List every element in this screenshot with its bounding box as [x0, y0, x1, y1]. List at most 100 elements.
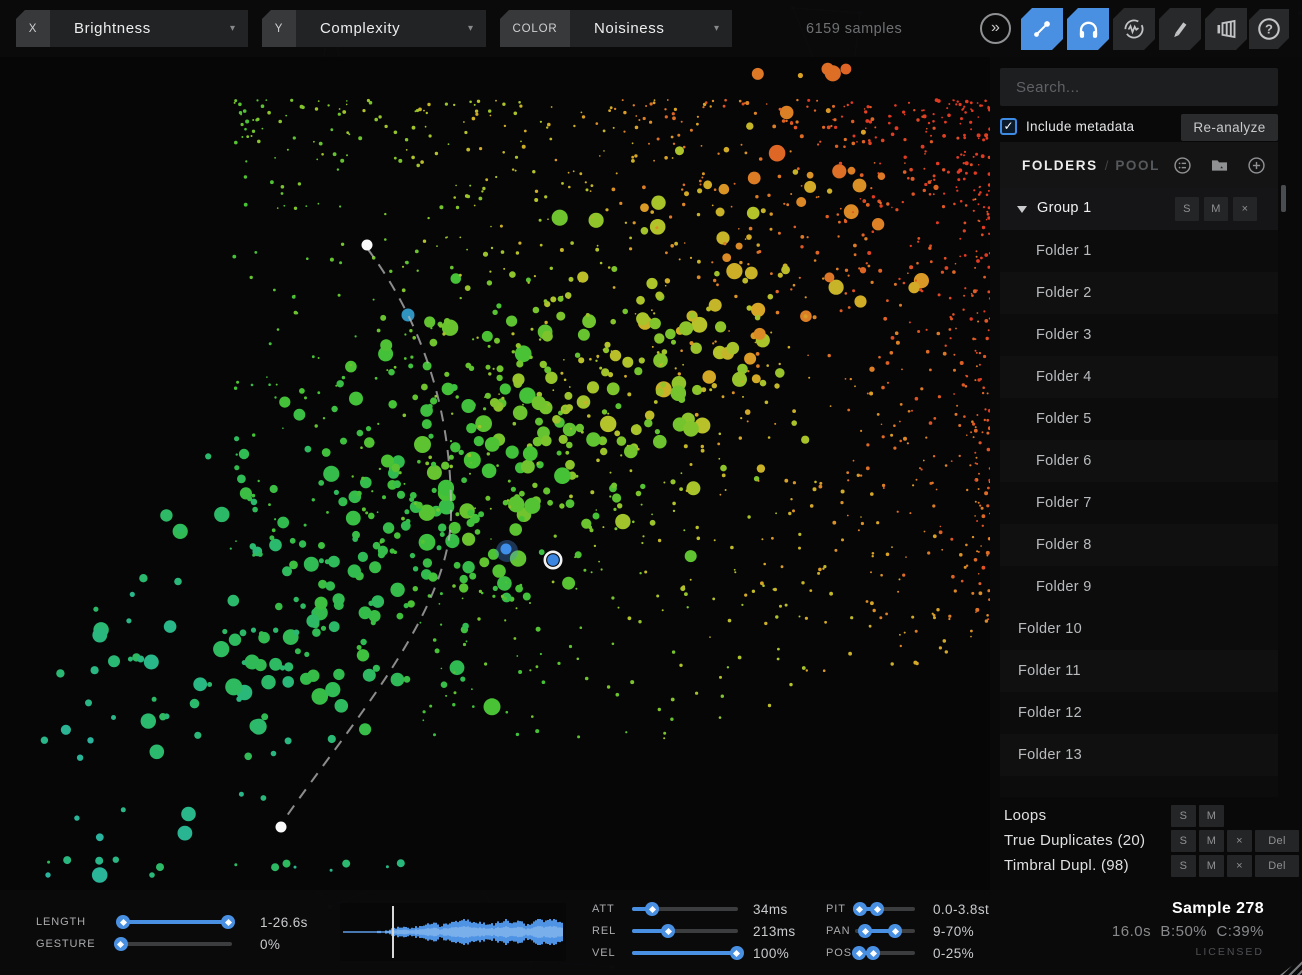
vel-slider[interactable]	[632, 946, 744, 960]
pan-slider-handle[interactable]	[858, 924, 873, 938]
length-slider-handle[interactable]	[221, 915, 235, 929]
att-label: ATT	[592, 903, 615, 915]
pan-value: 9-70%	[933, 923, 975, 939]
selected-sample-point[interactable]	[543, 550, 563, 570]
folder-scrollbar[interactable]	[1281, 185, 1286, 212]
pos-slider-handle[interactable]	[866, 946, 880, 960]
pan-slider[interactable]	[855, 924, 915, 938]
group-row[interactable]: Group 1 S M ×	[1000, 188, 1278, 230]
gesture-endpoint	[361, 239, 373, 251]
wave-circle-icon	[1122, 17, 1146, 41]
pos-value: 0-25%	[933, 945, 975, 961]
list-icon[interactable]	[1173, 156, 1192, 175]
add-folder-icon[interactable]	[1247, 156, 1266, 175]
resize-handle[interactable]	[1280, 958, 1302, 975]
sample-title: Sample 278	[1171, 900, 1264, 917]
sample-meta: 16.0s B:50% C:39%	[1111, 923, 1264, 940]
pan-slider-handle[interactable]	[888, 924, 903, 938]
group-s-button[interactable]: S	[1175, 197, 1199, 221]
gesture-slider[interactable]	[113, 937, 232, 951]
gesture-slider-handle[interactable]	[113, 937, 128, 951]
collection-del-button[interactable]: Del	[1255, 855, 1299, 877]
browser-tabs: FOLDERS / POOL	[1000, 142, 1278, 188]
color-tag: COLOR	[500, 10, 570, 47]
playhead[interactable]	[391, 906, 394, 958]
help-button[interactable]: ?	[1249, 9, 1289, 49]
att-slider-handle[interactable]	[645, 902, 660, 916]
folder-item[interactable]: Folder 5	[1036, 411, 1092, 427]
length-slider-handle[interactable]	[116, 915, 131, 929]
collection-m-button[interactable]: M	[1199, 855, 1224, 877]
collection-m-button[interactable]: M	[1199, 805, 1224, 827]
collection-s-button[interactable]: S	[1171, 855, 1196, 877]
tab-pool[interactable]: POOL	[1115, 157, 1160, 173]
tab-folders[interactable]: FOLDERS	[1022, 157, 1098, 173]
gesture-tool-button[interactable]	[1021, 8, 1063, 50]
folder-item[interactable]: Folder 11	[1018, 663, 1081, 679]
gesture-path[interactable]	[275, 239, 453, 833]
group-remove-button[interactable]: ×	[1233, 197, 1257, 221]
include-metadata-label: Include metadata	[1026, 119, 1135, 134]
collection-m-button[interactable]: M	[1199, 830, 1224, 852]
folder-item[interactable]: Folder 2	[1036, 285, 1092, 301]
pit-slider-handle[interactable]	[870, 902, 885, 916]
folder-item[interactable]: Folder 7	[1036, 495, 1092, 511]
folder-item[interactable]: Folder 10	[1018, 621, 1082, 637]
pos-slider-handle[interactable]	[852, 946, 867, 960]
length-slider[interactable]	[116, 915, 235, 929]
reanalyze-button[interactable]: Re-analyze	[1181, 114, 1278, 141]
folder-item[interactable]: Folder 3	[1036, 327, 1092, 343]
folder-item[interactable]: Folder 4	[1036, 369, 1092, 385]
att-slider-row: ATT 34ms	[592, 901, 788, 917]
waveform-display[interactable]	[340, 903, 566, 961]
transport-bar: LENGTH 1-26.6s GESTURE 0% ATT 34ms REL 213ms VE…	[0, 890, 1302, 975]
folder-item[interactable]: Folder 13	[1018, 747, 1082, 763]
analysis-tool-button[interactable]	[1113, 8, 1155, 50]
pan-label: PAN	[826, 925, 851, 937]
folder-item[interactable]: Folder 8	[1036, 537, 1092, 553]
chevron-down-icon: ▾	[467, 23, 473, 34]
search-input[interactable]	[1000, 68, 1278, 106]
vel-value: 100%	[753, 945, 790, 961]
x-axis-dropdown[interactable]: X Brightness ▾	[16, 10, 248, 47]
rel-slider-row: REL 213ms	[592, 923, 796, 939]
sample-points[interactable]	[40, 62, 992, 883]
rel-slider[interactable]	[632, 924, 738, 938]
collection-del-button[interactable]: Del	[1255, 830, 1299, 852]
vel-slider-handle[interactable]	[729, 946, 744, 960]
collection-row: True Duplicates (20) S M × Del	[1004, 830, 1299, 853]
folder-item[interactable]: Folder 9	[1036, 579, 1092, 595]
att-slider[interactable]	[632, 902, 738, 916]
keys-icon	[1214, 17, 1238, 41]
headphones-icon	[1077, 18, 1100, 41]
rel-slider-handle[interactable]	[661, 924, 676, 938]
y-axis-dropdown[interactable]: Y Complexity ▾	[262, 10, 486, 47]
triangle-down-icon[interactable]	[1017, 206, 1027, 213]
folder-item[interactable]: Folder 12	[1018, 705, 1082, 721]
color-dropdown[interactable]: COLOR Noisiness ▾	[500, 10, 732, 47]
collection-label: Loops	[1004, 807, 1047, 824]
collection-remove-button[interactable]: ×	[1227, 830, 1252, 852]
chevron-down-icon: ▾	[713, 23, 719, 34]
include-metadata-checkbox[interactable]: ✓	[1000, 118, 1017, 135]
keys-tool-button[interactable]	[1205, 8, 1247, 50]
folder-item[interactable]: Folder 1	[1036, 243, 1092, 259]
draw-tool-button[interactable]	[1159, 8, 1201, 50]
hovered-sample-point[interactable]	[496, 540, 518, 562]
question-icon: ?	[1256, 16, 1282, 42]
group-m-button[interactable]: M	[1204, 197, 1228, 221]
pit-slider[interactable]	[852, 902, 915, 916]
folder-item[interactable]: Folder 6	[1036, 453, 1092, 469]
preview-tool-button[interactable]	[1067, 8, 1109, 50]
collection-remove-button[interactable]: ×	[1227, 855, 1252, 877]
color-value: Noisiness	[594, 20, 665, 37]
collection-s-button[interactable]: S	[1171, 805, 1196, 827]
collection-s-button[interactable]: S	[1171, 830, 1196, 852]
pos-slider[interactable]	[852, 946, 915, 960]
pit-slider-handle[interactable]	[852, 902, 867, 916]
sample-map[interactable]	[0, 57, 992, 890]
length-slider-row: LENGTH 1-26.6s	[36, 914, 308, 930]
collection-label: Timbral Dupl. (98)	[1004, 857, 1129, 874]
folder-icon[interactable]	[1210, 156, 1229, 175]
expand-toolbar-button[interactable]: »	[980, 13, 1011, 44]
